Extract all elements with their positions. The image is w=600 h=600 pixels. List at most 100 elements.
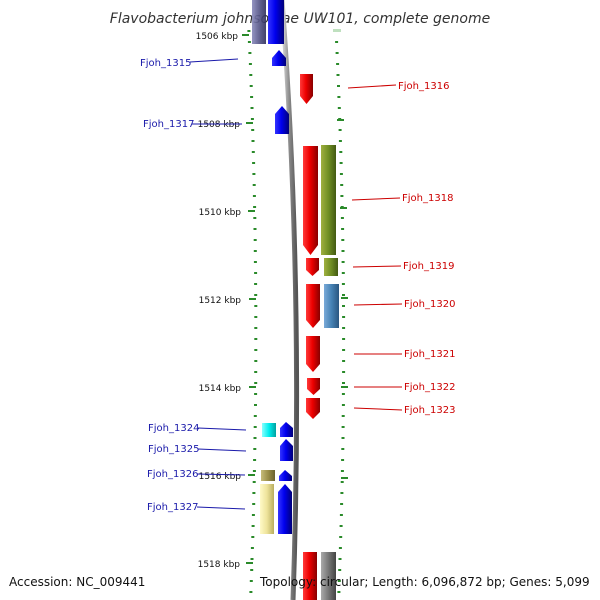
gene-label-fjoh-1317[interactable]: Fjoh_1317 [143,119,194,130]
gene-label-fjoh-1326[interactable]: Fjoh_1326 [147,469,198,480]
minor-tick [247,41,251,43]
minor-tick [341,437,345,439]
minor-tick [341,250,345,252]
minor-tick [338,129,342,131]
tick-label-1518: 1518 kbp [198,560,241,570]
minor-tick [253,448,257,450]
minor-tick [254,371,258,373]
genome-backbone [279,0,300,600]
minor-tick [342,371,346,373]
minor-tick [254,305,258,307]
minor-tick [342,338,346,340]
outer-forward-ring [247,30,258,593]
minor-tick [335,52,339,54]
gene-label-fjoh-1323[interactable]: Fjoh_1323 [404,405,455,416]
gene-labels: Fjoh_1315 Fjoh_1316 Fjoh_1317 Fjoh_1318 … [140,58,455,513]
minor-tick [341,283,345,285]
minor-tick [254,327,258,329]
minor-tick [251,514,255,516]
minor-tick [252,470,256,472]
tick-label-1512: 1512 kbp [199,296,242,306]
minor-tick [251,140,255,142]
leader-line [352,265,402,268]
minor-tick [250,547,254,549]
minor-tick [254,382,258,384]
minor-tick [249,591,253,593]
minor-tick [251,151,255,153]
minor-tick [340,195,344,197]
reverse-strand-genes [300,29,341,600]
minor-tick [253,228,257,230]
gene-label-fjoh-1321[interactable]: Fjoh_1321 [404,349,455,360]
cog-block-fjoh-1318[interactable] [321,145,336,255]
minor-tick [254,294,258,296]
cds-arrow-fjoh-1316[interactable] [300,74,313,104]
gene-label-fjoh-1318[interactable]: Fjoh_1318 [402,193,453,204]
cds-arrow-fjoh-1317[interactable] [275,106,289,134]
cds-arrow-fjoh-1322[interactable] [307,378,320,395]
gene-label-fjoh-1325[interactable]: Fjoh_1325 [148,444,199,455]
cds-partial [303,552,317,600]
minor-tick [338,558,342,560]
gene-label-fjoh-1315[interactable]: Fjoh_1315 [140,58,191,69]
minor-tick [251,536,255,538]
cds-arrow-fjoh-1319[interactable] [306,258,319,276]
gene-label-fjoh-1319[interactable]: Fjoh_1319 [403,261,454,272]
minor-tick [341,228,345,230]
minor-tick [253,250,257,252]
cds-arrow-fjoh-1326[interactable] [279,470,292,481]
minor-tick [337,580,341,582]
minor-tick [252,492,256,494]
minor-tick [249,85,253,87]
minor-tick [248,63,252,65]
gene-label-fjoh-1320[interactable]: Fjoh_1320 [404,299,455,310]
cds-partial [252,0,266,44]
minor-tick [250,96,254,98]
cog-block-fjoh-1319[interactable] [324,258,338,276]
cds-arrow-fjoh-1318[interactable] [303,146,318,255]
minor-tick [253,459,257,461]
gene-label-fjoh-1324[interactable]: Fjoh_1324 [148,423,199,434]
minor-tick [251,129,255,131]
minor-tick [341,239,345,241]
minor-tick [340,503,344,505]
cds-arrow-fjoh-1321[interactable] [306,336,320,372]
gene-label-fjoh-1322[interactable]: Fjoh_1322 [404,382,455,393]
cog-block-fjoh-1327[interactable] [260,484,274,534]
leader-line [353,303,403,306]
minor-tick [339,514,343,516]
cog-block-fjoh-1326[interactable] [261,470,275,481]
cds-arrow-fjoh-1323[interactable] [306,398,320,419]
minor-tick [254,316,258,318]
minor-tick [252,195,256,197]
minor-tick [254,404,257,406]
cds-arrow-fjoh-1324[interactable] [280,422,293,437]
tick-label-1514: 1514 kbp [199,384,242,394]
minor-tick [252,481,256,483]
minor-tick [339,162,343,164]
cds-arrow-fjoh-1327[interactable] [278,484,292,534]
accession-text: Accession: NC_009441 [9,575,145,589]
partial-features-top [252,0,284,44]
gene-label-fjoh-1327[interactable]: Fjoh_1327 [147,502,198,513]
tick-mark [340,207,347,209]
tick-mark [246,562,253,564]
cog-block-fjoh-1324[interactable] [262,423,276,437]
cog-block-fjoh-1320[interactable] [324,284,339,328]
minor-tick [254,360,258,362]
minor-tick [254,283,258,285]
tick-mark [248,210,255,212]
minor-tick [253,437,257,439]
leader-line [197,427,247,431]
minor-tick [254,393,258,395]
leader-line [189,58,239,63]
minor-tick [249,580,253,582]
gene-label-fjoh-1316[interactable]: Fjoh_1316 [398,81,449,92]
tick-label-1506: 1506 kbp [196,32,239,42]
cds-arrow-fjoh-1320[interactable] [306,284,320,328]
minor-tick [250,107,254,109]
cds-arrow-fjoh-1325[interactable] [280,439,293,461]
minor-tick [252,173,256,175]
cds-arrow-fjoh-1315[interactable] [272,50,286,66]
